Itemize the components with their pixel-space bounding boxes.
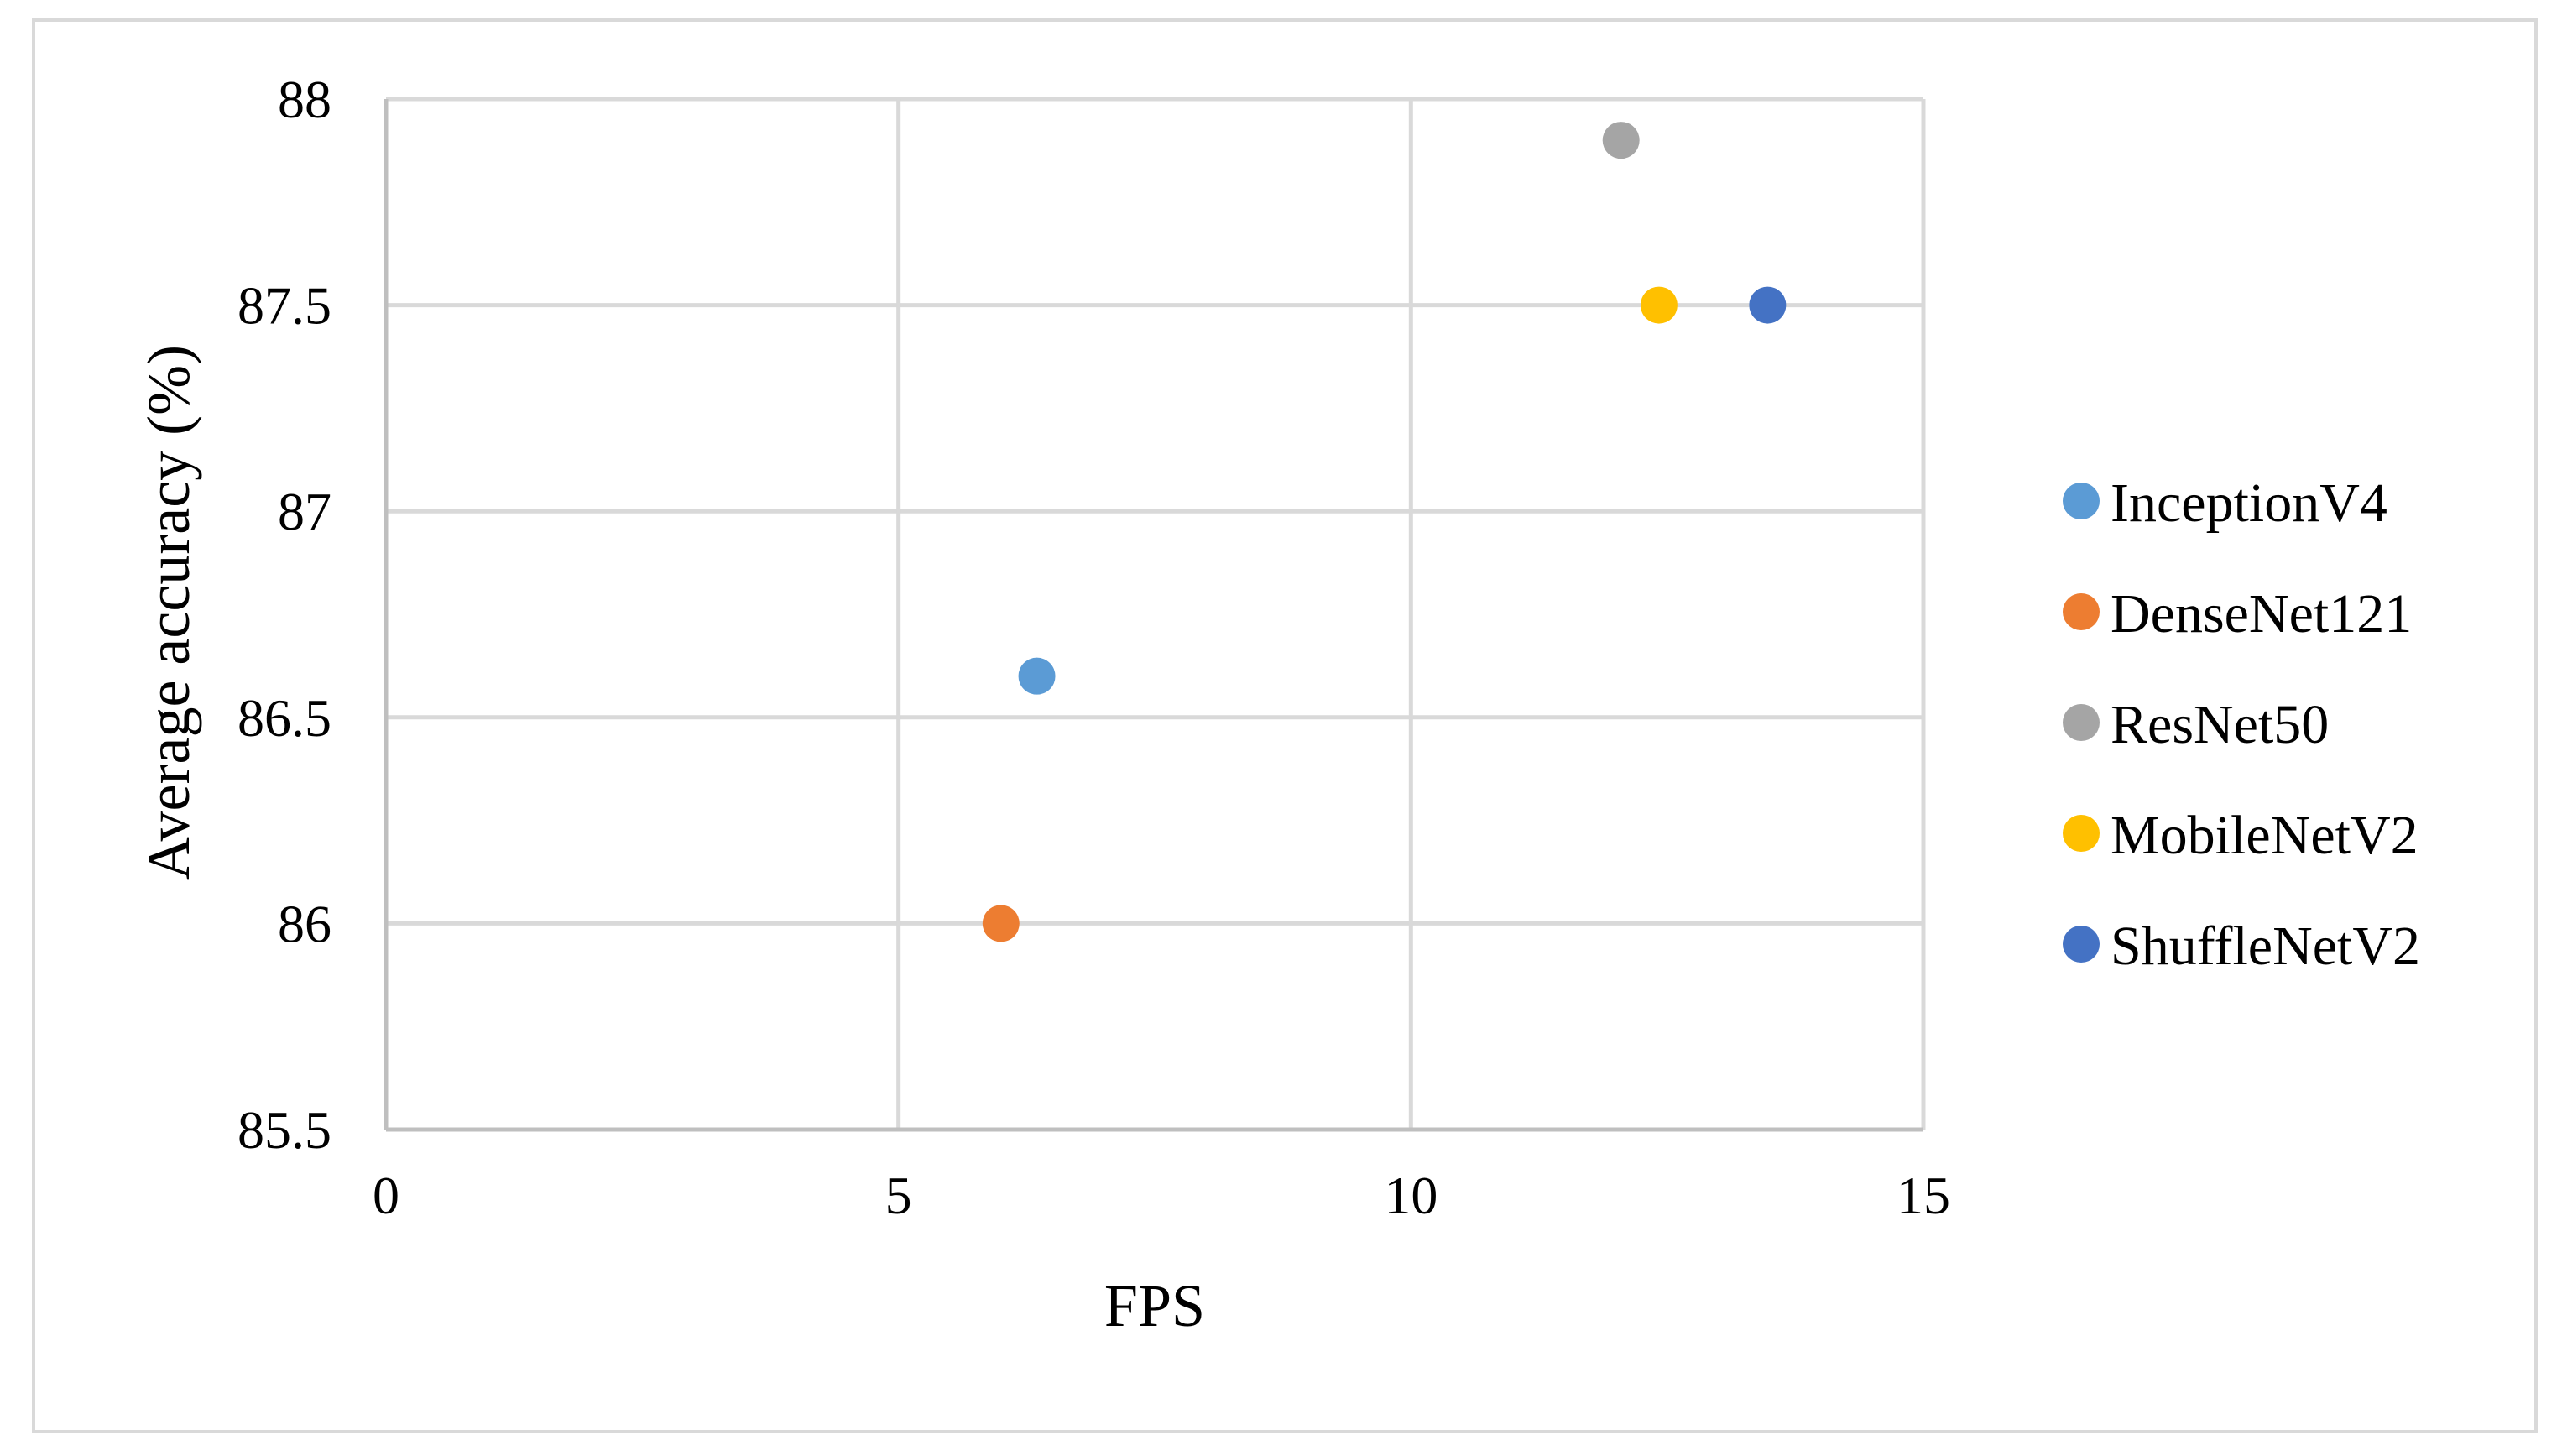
- x-tick-label: 10: [1384, 1166, 1438, 1225]
- data-point-densenet121: [982, 905, 1020, 942]
- y-tick-label: 88: [278, 70, 331, 129]
- y-tick-label: 86.5: [237, 688, 331, 748]
- y-tick-label: 87.5: [237, 276, 331, 336]
- x-tick-label: 15: [1897, 1166, 1950, 1225]
- data-point-resnet50: [1602, 122, 1640, 159]
- legend-marker: [2063, 815, 2100, 852]
- legend-marker: [2063, 593, 2100, 630]
- legend-label: ResNet50: [2111, 694, 2329, 755]
- legend-marker: [2063, 483, 2100, 519]
- legend-marker: [2063, 926, 2100, 963]
- legend: InceptionV4 DenseNet121 ResNet50 MobileNetV…: [2063, 472, 2420, 977]
- legend-label: DenseNet121: [2111, 583, 2412, 645]
- chart-frame: [32, 18, 2538, 1433]
- data-points: [982, 122, 1787, 942]
- data-point-shufflenetv2: [1749, 286, 1787, 324]
- legend-marker: [2063, 704, 2100, 741]
- x-axis-title: FPS: [1104, 1272, 1205, 1339]
- data-point-mobilenetv2: [1640, 286, 1678, 324]
- axes: [384, 99, 1923, 1132]
- y-axis-title: Average accuracy (%): [135, 345, 202, 880]
- legend-label: ShuffleNetV2: [2111, 916, 2420, 977]
- y-tick-label: 85.5: [237, 1100, 331, 1160]
- legend-label: MobileNetV2: [2111, 805, 2419, 866]
- data-point-inceptionv4: [1018, 657, 1056, 695]
- x-tick-label: 5: [885, 1166, 912, 1225]
- y-tick-label: 87: [278, 482, 331, 541]
- y-tick-label: 86: [278, 894, 331, 953]
- legend-label: InceptionV4: [2111, 472, 2387, 534]
- x-tick-label: 0: [373, 1166, 399, 1225]
- tick-labels: 85.5 86 86.5 87 87.5 88 0 5 10 15: [237, 70, 1950, 1225]
- grid-lines: [386, 97, 1926, 1130]
